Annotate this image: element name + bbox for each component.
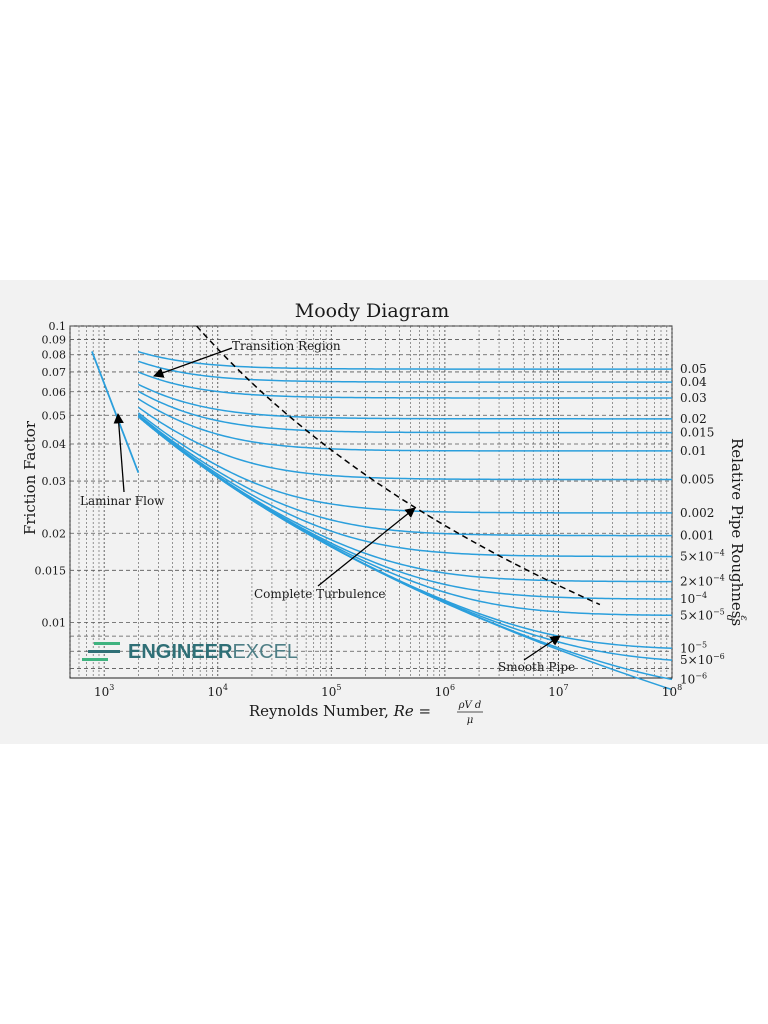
annotation-arrow-complete <box>317 507 416 587</box>
roughness-label: 5×10−4 <box>680 548 725 563</box>
roughness-label: 10−6 <box>680 671 707 686</box>
y-tick-label: 0.1 <box>49 320 67 333</box>
roughness-label-exp: −4 <box>713 548 725 557</box>
x-axis-label-numerator: ρV d <box>458 700 482 711</box>
y-tick-label: 0.05 <box>42 409 67 422</box>
y-axis-right-label: Relative Pipe Roughness <box>728 438 746 626</box>
y-tick-label: 0.08 <box>42 349 67 362</box>
roughness-label-exp: −4 <box>695 591 707 600</box>
x-tick-label: 106 <box>435 683 455 699</box>
roughness-label: 0.002 <box>680 506 714 520</box>
laminar-flow-line <box>91 351 140 474</box>
annotation-transition: Transition Region <box>232 339 341 353</box>
roughness-label-exp: −5 <box>695 640 707 649</box>
x-tick-label: 104 <box>208 683 228 699</box>
roughness-label: 0.03 <box>680 391 707 405</box>
x-tick-label: 103 <box>94 683 114 699</box>
x-tick-exp: 5 <box>336 683 341 692</box>
x-axis-label-math: Re = <box>393 702 432 720</box>
annotation-smooth: Smooth Pipe <box>498 660 575 674</box>
y-axis-right-denominator: d <box>724 615 735 621</box>
x-tick-label: 107 <box>548 683 568 699</box>
roughness-label-exp: −5 <box>713 607 725 616</box>
roughness-label: 0.015 <box>680 426 714 440</box>
annotation-laminar: Laminar Flow <box>80 494 165 508</box>
y-tick-label: 0.01 <box>42 617 67 630</box>
annotation-arrow-laminar <box>113 412 125 493</box>
roughness-curve-1 <box>138 360 672 383</box>
y-tick-label: 0.09 <box>42 334 67 347</box>
roughness-label: 5×10−5 <box>680 607 725 622</box>
roughness-label: 0.05 <box>680 362 707 376</box>
y-axis-right-numerator: ε <box>738 615 749 620</box>
roughness-curve-3 <box>138 383 672 420</box>
plot-area <box>69 325 673 679</box>
roughness-label-exp: −6 <box>713 652 725 661</box>
roughness-label: 10−4 <box>680 591 707 606</box>
roughness-curve-0 <box>138 350 672 370</box>
x-tick-exp: 7 <box>564 683 569 692</box>
y-tick-label: 0.015 <box>35 564 67 577</box>
chart-title: Moody Diagram <box>295 300 450 322</box>
roughness-curve-6 <box>137 406 672 481</box>
annotation-complete: Complete Turbulence <box>254 587 386 601</box>
roughness-curve-8 <box>137 414 672 537</box>
roughness-label: 0.04 <box>680 375 707 389</box>
chart-panel: 103 104 105 106 107 108 0.1 0.09 0.08 0.07 0.06 0.0… <box>0 280 768 744</box>
logo-stripe-1 <box>94 642 120 645</box>
x-tick-exp: 6 <box>450 683 455 692</box>
y-tick-label: 0.04 <box>42 438 67 451</box>
annotation-arrow-transition <box>153 347 233 378</box>
y-axis-label: Friction Factor <box>21 420 39 535</box>
logo-text-bold: ENGINEER <box>128 641 233 663</box>
x-tick-exp: 8 <box>677 683 682 692</box>
roughness-label-exp: −6 <box>695 671 707 680</box>
roughness-label: 5×10−6 <box>680 652 725 667</box>
roughness-label-exp: −4 <box>713 574 725 583</box>
logo-text: ENGINEEREXCEL <box>128 641 298 663</box>
y-tick-label: 0.03 <box>42 475 67 488</box>
roughness-label: 0.005 <box>680 472 714 486</box>
moody-diagram-chart: 103 104 105 106 107 1080.10.090.080.070.060.0… <box>21 300 749 726</box>
roughness-label: 0.02 <box>680 412 707 426</box>
roughness-curve-16 <box>137 416 673 691</box>
annotation-arrow-smooth <box>523 635 561 661</box>
complete-turbulence-boundary <box>196 325 601 606</box>
x-axis-label: Reynolds Number, Re = <box>249 702 431 720</box>
logo-stripe-2 <box>88 650 120 653</box>
roughness-curve-9 <box>137 415 672 558</box>
roughness-curve-4 <box>138 390 672 434</box>
x-tick-exp: 3 <box>109 683 114 692</box>
roughness-label: 0.001 <box>680 529 714 543</box>
x-axis-label-denominator: μ <box>467 715 474 726</box>
roughness-label: 2×10−4 <box>680 574 725 589</box>
logo-stripe-3 <box>82 658 108 661</box>
roughness-curve-5 <box>137 398 672 452</box>
y-tick-label: 0.06 <box>42 386 67 399</box>
roughness-curve-2 <box>138 371 672 399</box>
y-tick-label: 0.02 <box>42 527 67 540</box>
logo-text-light: EXCEL <box>232 641 298 663</box>
y-tick-label: 0.07 <box>42 366 67 379</box>
x-tick-label: 105 <box>321 683 341 699</box>
x-tick-exp: 4 <box>223 683 228 692</box>
roughness-label: 0.01 <box>680 444 707 458</box>
